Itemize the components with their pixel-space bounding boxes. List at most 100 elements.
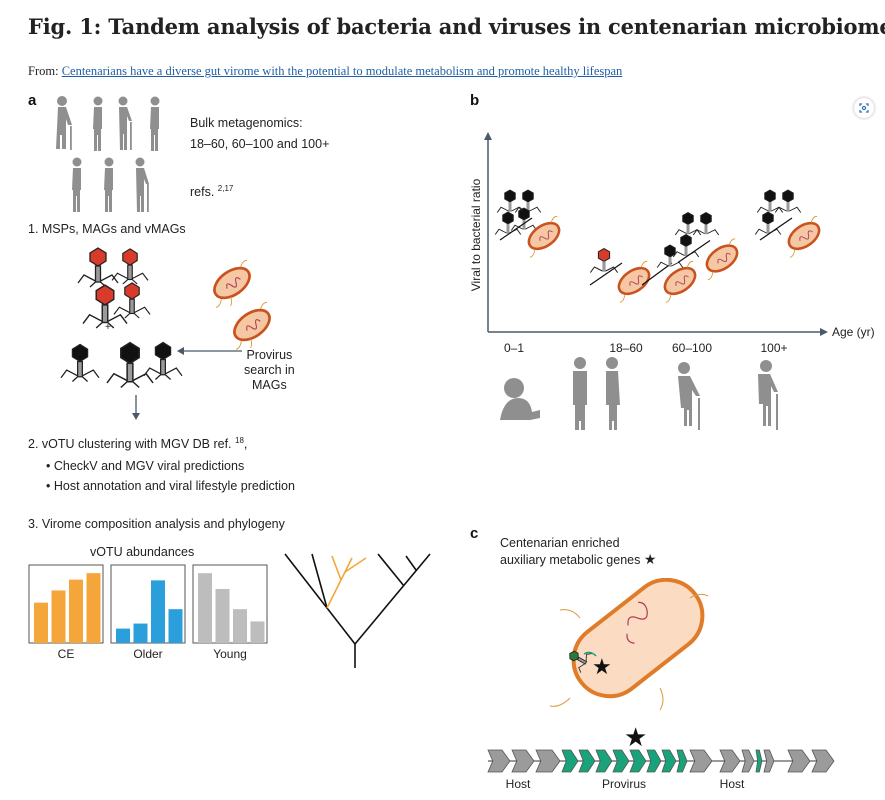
bullet-host-annotation: • Host annotation and viral lifestyle pr… xyxy=(46,479,295,493)
host-right-label: Host xyxy=(720,777,745,791)
gene-arrow xyxy=(661,749,677,773)
amg-caption-line-2: auxiliary metabolic genes ★ xyxy=(500,551,656,568)
abundance-bar xyxy=(51,590,66,643)
bacterium-icon xyxy=(201,257,265,315)
bacterium-icon xyxy=(617,260,651,303)
gene-arrow xyxy=(719,749,741,773)
abundance-bar xyxy=(116,628,130,643)
bacterium-icon xyxy=(663,260,697,303)
abundance-group-label: Older xyxy=(133,647,162,661)
abundance-bar xyxy=(69,579,83,643)
provirus-line-3: MAGs xyxy=(252,378,287,392)
amg-caption-line-1: Centenarian enriched xyxy=(500,536,620,550)
phage-icon xyxy=(589,248,619,273)
abundance-bar xyxy=(233,609,247,643)
panel-b-letter: b xyxy=(470,92,480,109)
abundance-bar xyxy=(133,623,148,643)
abundance-bar xyxy=(198,573,212,643)
step-2-comma: , xyxy=(243,437,248,452)
baby-icon xyxy=(500,378,540,420)
bacterium-icon xyxy=(527,215,561,258)
provirus-line-2: search in xyxy=(244,363,295,377)
phage-icon xyxy=(656,244,684,268)
refs-label: refs. xyxy=(190,185,218,200)
elderly-people-group-icon xyxy=(56,96,160,212)
abundance-bar xyxy=(151,580,165,643)
phage-icon xyxy=(77,247,119,288)
abundance-box xyxy=(28,564,104,644)
bacterium-icon xyxy=(705,238,739,281)
votu-abundance-charts: CE Older Young xyxy=(28,564,268,661)
provirus-genome-map: ★ Host Provirus Host xyxy=(487,722,835,791)
phylogenetic-tree xyxy=(284,553,431,668)
abundance-bar xyxy=(215,589,230,643)
phage-icon xyxy=(106,341,154,389)
refs-numbers: 2,17 xyxy=(217,184,234,193)
provirus-search-label: Provirus search in MAGs xyxy=(244,348,295,393)
adult-woman-icon xyxy=(606,357,620,430)
adult-man-icon xyxy=(573,357,587,430)
phage-icon xyxy=(496,189,524,213)
figure-title: Fig. 1: Tandem analysis of bacteria and … xyxy=(28,14,885,39)
phage-icon xyxy=(143,341,183,381)
zoom-button[interactable] xyxy=(854,98,874,118)
panel-c-letter: c xyxy=(470,525,479,542)
gene-arrow xyxy=(578,749,596,773)
step-3-label: 3. Virome composition analysis and phylo… xyxy=(28,517,285,531)
amg-caption: Centenarian enriched auxiliary metabolic… xyxy=(500,535,656,568)
abundance-box xyxy=(110,564,186,644)
abundance-bar xyxy=(168,609,183,643)
gene-arrow xyxy=(561,749,579,773)
phage-icon xyxy=(754,211,782,235)
phage-icon xyxy=(692,211,720,236)
plus-sign: + xyxy=(105,322,111,333)
abundance-group-label: Young xyxy=(213,647,247,661)
gene-arrow xyxy=(741,749,755,773)
source-line: From: Centenarians have a diverse gut vi… xyxy=(28,64,622,79)
step-1-label: 1. MSPs, MAGs and vMAGs xyxy=(28,222,186,236)
bacterium-icon xyxy=(787,215,821,258)
amg-gene-star-icon: ★ xyxy=(624,722,647,752)
star-icon: ★ xyxy=(643,551,657,567)
phage-icon xyxy=(569,650,592,673)
refs-note: refs. 2,17 xyxy=(190,184,233,199)
gene-arrow xyxy=(755,749,763,773)
gene-arrow xyxy=(763,749,775,773)
phage-provirus-diagram: + xyxy=(60,247,285,420)
y-axis-label: Viral to bacterial ratio xyxy=(469,178,483,291)
phage-icon xyxy=(510,207,538,231)
viral-bacterial-ratio-chart: Viral to bacterial ratio Age (yr) 0–1 18–… xyxy=(469,132,875,430)
bulk-metagenomics-title: Bulk metagenomics: xyxy=(190,116,303,130)
abundance-bar xyxy=(86,573,101,643)
abundance-group-label: CE xyxy=(58,647,75,661)
phage-icon xyxy=(774,189,802,213)
gene-arrow xyxy=(787,749,811,773)
from-label: From: xyxy=(28,64,62,78)
age-tick-label: 18–60 xyxy=(609,341,643,355)
phage-icon xyxy=(514,189,542,213)
gene-arrow xyxy=(646,749,662,773)
centenarian-with-cane-icon xyxy=(758,360,778,430)
phage-icon xyxy=(111,248,149,285)
age-tick-label: 60–100 xyxy=(672,341,712,355)
gene-arrow xyxy=(595,749,613,773)
panel-a-letter: a xyxy=(28,92,37,109)
provirus-label: Provirus xyxy=(602,777,646,791)
age-tick-label: 0–1 xyxy=(504,341,524,355)
lysogen-bacterium-illustration: ★ xyxy=(549,578,709,711)
phage-icon xyxy=(674,211,702,236)
expand-icon xyxy=(859,103,869,113)
abundance-bar xyxy=(34,602,48,643)
age-tick-label: 100+ xyxy=(760,341,787,355)
provirus-line-1: Provirus xyxy=(246,348,293,362)
host-left-label: Host xyxy=(506,777,531,791)
gene-arrow xyxy=(535,749,561,773)
bullet-checkv: • CheckV and MGV viral predictions xyxy=(46,459,245,473)
gene-arrow xyxy=(676,749,688,773)
phage-icon xyxy=(113,282,151,319)
source-article-link[interactable]: Centenarians have a diverse gut virome w… xyxy=(61,64,623,78)
phage-icon xyxy=(494,211,522,235)
gene-arrow xyxy=(811,749,835,773)
gene-arrow xyxy=(487,749,511,773)
abundance-bar xyxy=(250,621,265,643)
